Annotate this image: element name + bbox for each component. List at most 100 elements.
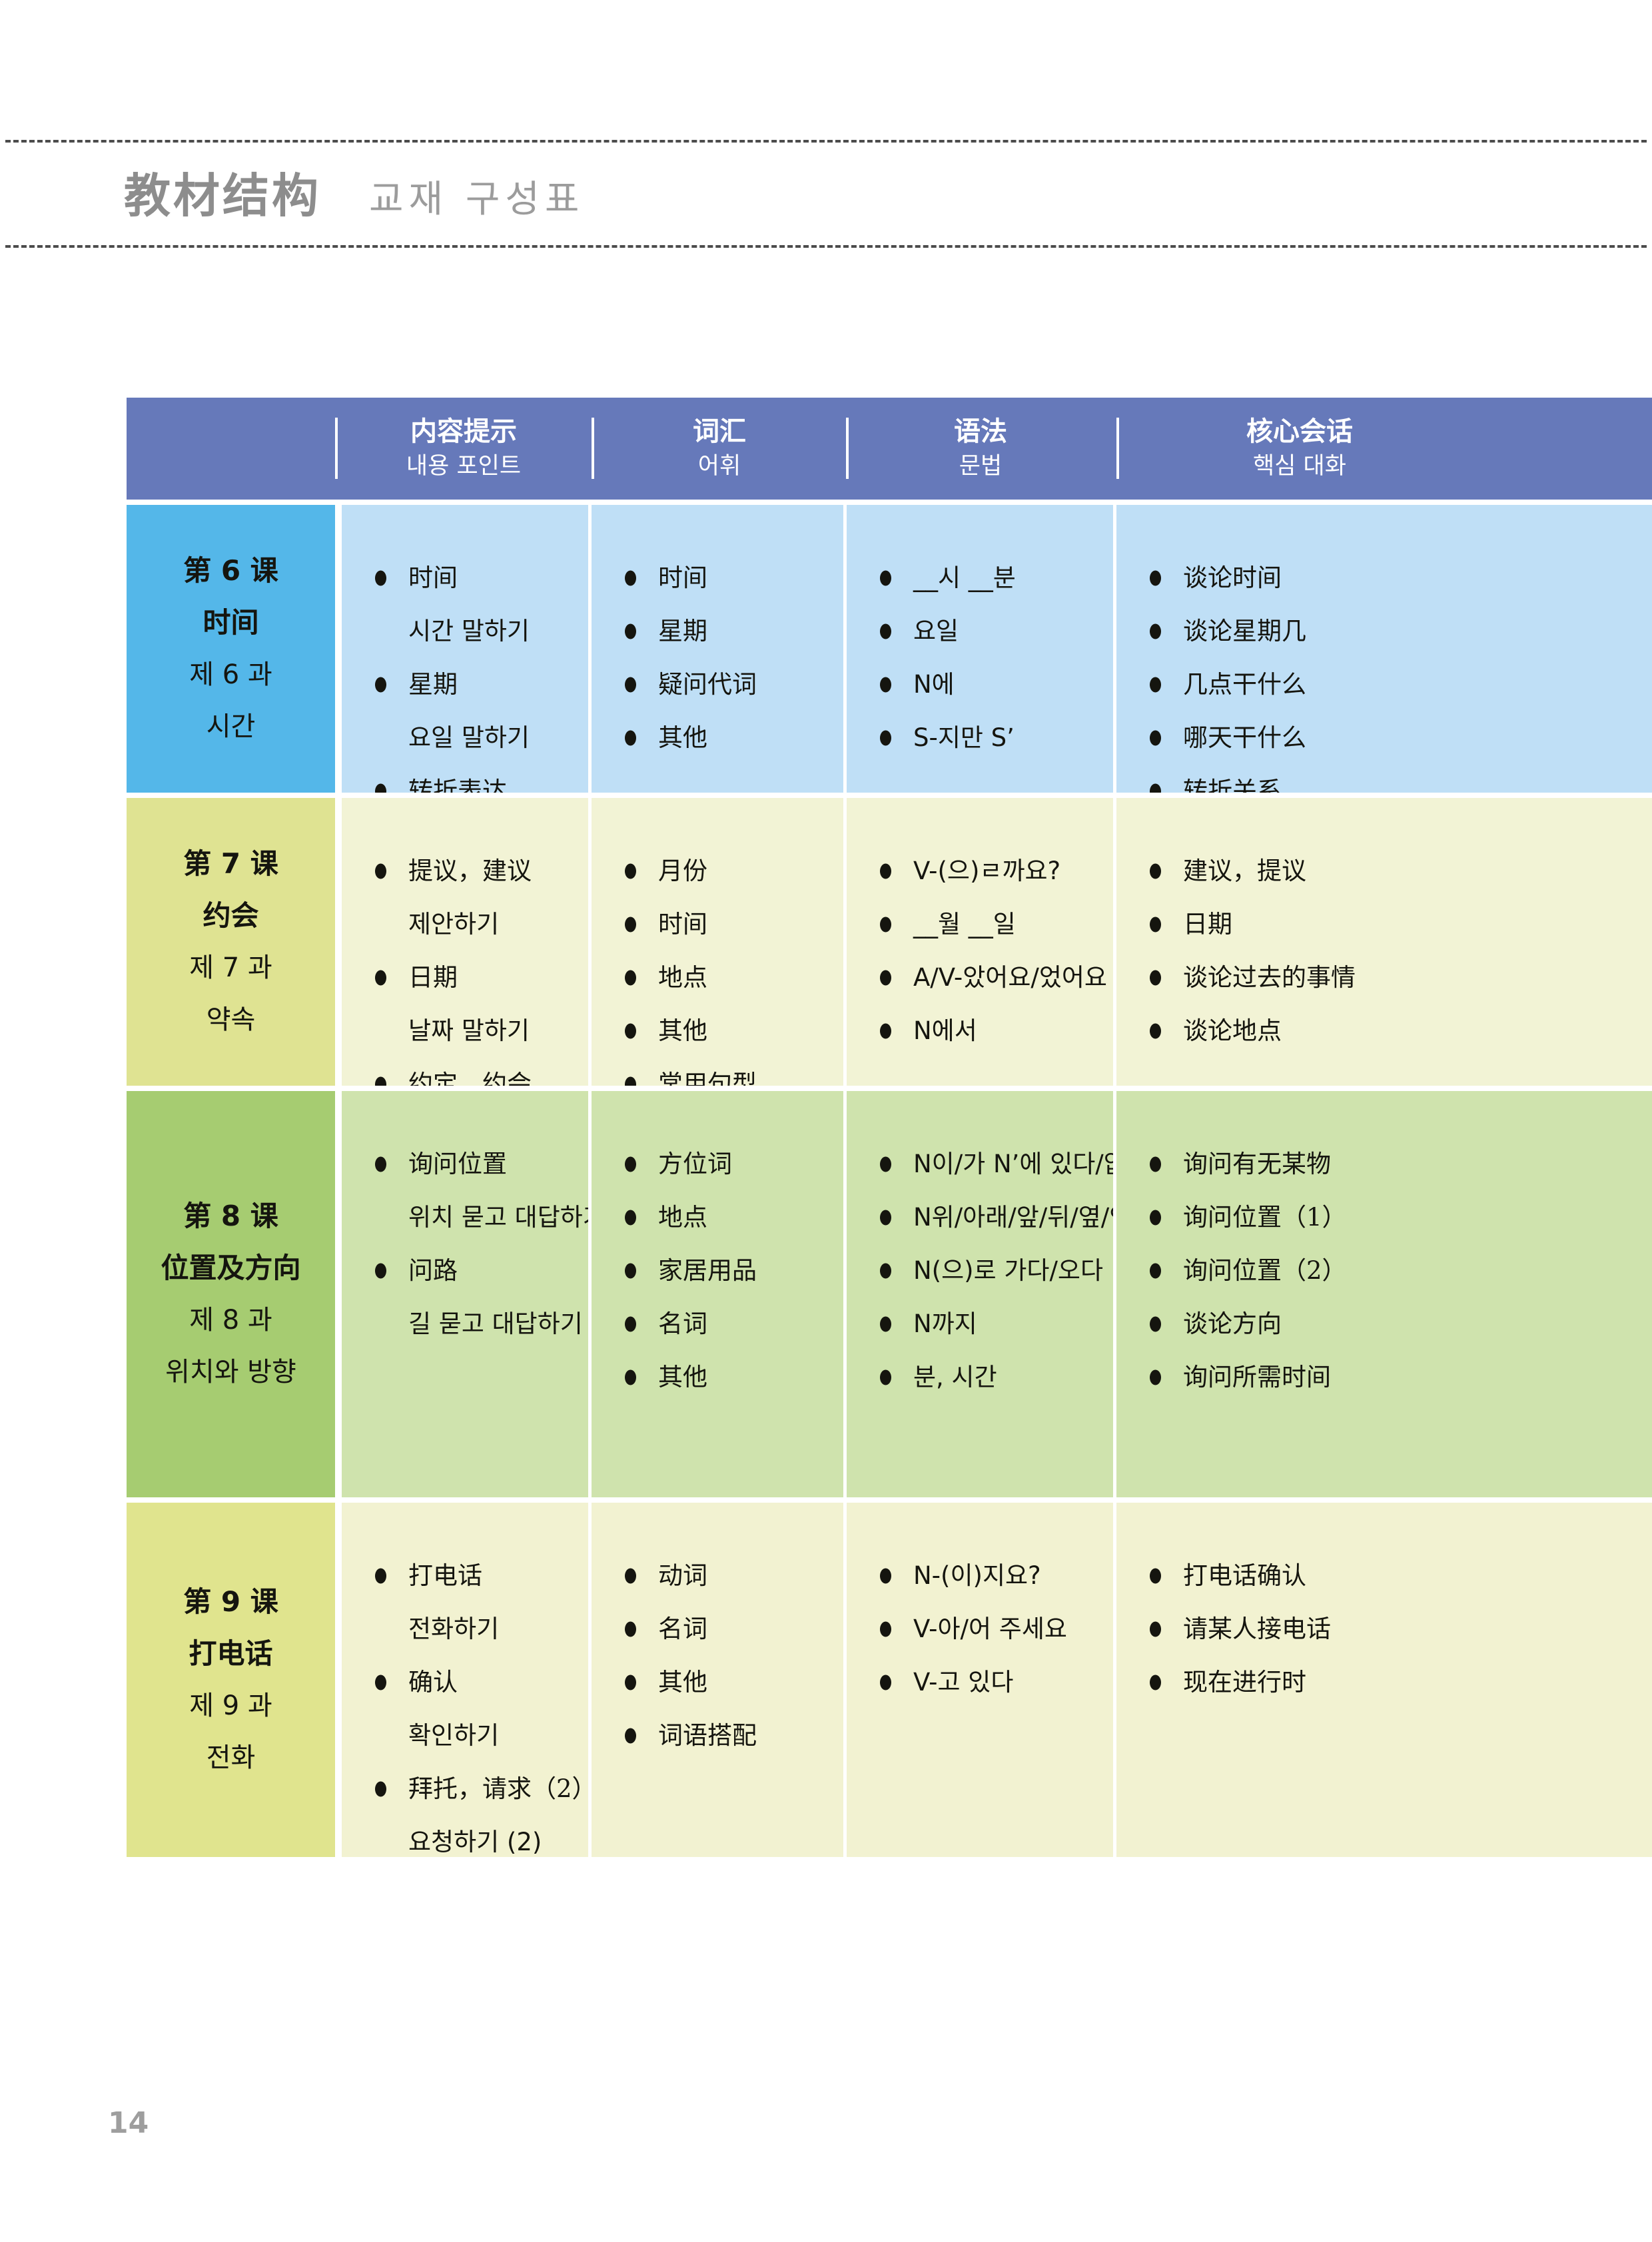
bullet-item: 询问位置 xyxy=(342,1138,588,1191)
bullet-item-subtext: 길 묻고 대답하기 xyxy=(408,1309,583,1338)
bullet-item: __월 __일 xyxy=(847,898,1113,951)
bullet-icon xyxy=(880,1023,891,1039)
lesson-header-cell: 第 7 课约会 제 7 과 약속 xyxy=(127,798,335,1086)
bullet-icon xyxy=(625,1076,636,1086)
bullet-icon xyxy=(880,677,891,693)
bullet-item-text: V-(으)ㄹ까요? xyxy=(913,857,1061,885)
bullet-item-text: __시 __분 xyxy=(913,563,1016,592)
bullet-item: 疑问代词 xyxy=(592,658,843,711)
bullet-icon xyxy=(1150,1156,1161,1172)
bullet-item-text: 谈论地点 xyxy=(1183,1016,1282,1045)
bullet-item-text: A/V-았어요/었어요 xyxy=(913,963,1107,992)
bullet-item: 建议，提议 xyxy=(1116,845,1652,898)
column-header-kr: 문법 xyxy=(959,453,1003,480)
bullet-item-subtext: 날짜 말하기 xyxy=(408,1016,530,1045)
lesson-header-line: 时间 xyxy=(203,606,259,639)
bullet-item: 现在进行时 xyxy=(1116,1656,1652,1709)
core-dialog-cell: 建议，提议 日期 谈论过去的事情谈论地点 xyxy=(1116,798,1652,1086)
bullet-item: 家居用品 xyxy=(592,1244,843,1298)
bullet-item: 词语搭配 xyxy=(592,1709,843,1762)
vocabulary-cell: 动词 名词 其他 词语搭配 xyxy=(592,1503,843,1857)
lesson-header-cell: 第 9 课打电话 제 9 과 전화 xyxy=(127,1503,335,1857)
bullet-item-text: 几点干什么 xyxy=(1183,670,1306,699)
bullet-item: N(으)로 가다/오다 xyxy=(847,1244,1113,1298)
bullet-icon xyxy=(625,623,636,639)
bullet-item-subtext: 전화하기 xyxy=(408,1615,500,1643)
bullet-item: 时间 xyxy=(592,898,843,951)
bullet-icon xyxy=(375,1263,386,1279)
bullet-icon xyxy=(1150,1316,1161,1332)
bullet-icon xyxy=(1150,783,1161,793)
bullet-icon xyxy=(1150,677,1161,693)
lesson-row-9: 第 9 课打电话 제 9 과 전화 打电话 전화하기 确认 확인하기 拜托，请求（2） 요청하기… xyxy=(127,1503,1652,1857)
bullet-item: 问路 xyxy=(342,1244,588,1298)
lesson-header-line: 第 8 课 xyxy=(183,1200,278,1232)
bullet-item: 地点 xyxy=(592,1191,843,1244)
bullet-icon xyxy=(375,677,386,693)
bullet-item-text: 询问位置（1） xyxy=(1183,1203,1347,1232)
bullet-item-text: 转折关系 xyxy=(1183,777,1282,793)
bullet-icon xyxy=(375,783,386,793)
page-number: 14 xyxy=(108,2106,149,2140)
bullet-item-text: 询问有无某物 xyxy=(1183,1150,1331,1178)
bullet-item: 谈论方向 xyxy=(1116,1298,1652,1351)
bullet-item-text: 时间 xyxy=(408,563,458,592)
bullet-icon xyxy=(880,730,891,746)
bullet-icon xyxy=(625,1316,636,1332)
bullet-icon xyxy=(1150,570,1161,586)
bullet-item: 转折关系 xyxy=(1116,765,1652,793)
bullet-item-text: N(으)로 가다/오다 xyxy=(913,1256,1104,1285)
bullet-item: 谈论过去的事情 xyxy=(1116,951,1652,1004)
header-divider xyxy=(335,418,338,479)
lesson-header-line: 제 6 과 xyxy=(189,659,272,690)
column-header-vocabulary: 词汇 어휘 xyxy=(693,414,746,483)
lesson-header-cell: 第 6 课时间 제 6 과 시간 xyxy=(127,505,335,793)
bullet-icon xyxy=(880,1316,891,1332)
column-header-kr: 핵심 대화 xyxy=(1253,453,1346,480)
bullet-item: 询问位置（2） xyxy=(1116,1244,1652,1298)
bullet-item: 地点 xyxy=(592,951,843,1004)
bullet-item-text: N에서 xyxy=(913,1016,977,1045)
bullet-item: 约定，约会 xyxy=(342,1058,588,1086)
bullet-item: N이/가 N’에 있다/없다 xyxy=(847,1138,1113,1191)
bullet-item: 분, 시간 xyxy=(847,1351,1113,1404)
bullet-item: N위/아래/앞/뒤/옆/안에 xyxy=(847,1191,1113,1244)
column-header-content-points: 内容提示 내용 포인트 xyxy=(406,414,521,483)
bullet-icon xyxy=(625,863,636,879)
bullet-item-text: 疑问代词 xyxy=(658,670,757,699)
bullet-item: 询问位置（1） xyxy=(1116,1191,1652,1244)
bullet-item: 月份 xyxy=(592,845,843,898)
bullet-item: 其他 xyxy=(592,1656,843,1709)
grammar-cell: N이/가 N’에 있다/없다 N위/아래/앞/뒤/옆/안에 N(으)로 가다/오다 N… xyxy=(847,1091,1113,1497)
bullet-item-text: 地点 xyxy=(658,963,707,992)
bullet-icon xyxy=(1150,1210,1161,1226)
bullet-item-text: 打电话 xyxy=(408,1561,482,1590)
bullet-item-text: __월 __일 xyxy=(913,910,1016,938)
bullet-item: 日期 xyxy=(342,951,588,1004)
bullet-icon xyxy=(375,1675,386,1690)
bullet-item-text: 拜托，请求（2） xyxy=(408,1774,588,1803)
bullet-item: 日期 xyxy=(1116,898,1652,951)
bullet-icon xyxy=(1150,863,1161,879)
bullet-icon xyxy=(880,970,891,986)
bullet-item: V-(으)ㄹ까요? xyxy=(847,845,1113,898)
bullet-icon xyxy=(625,1728,636,1744)
bullet-icon xyxy=(1150,730,1161,746)
bullet-item-text: N이/가 N’에 있다/없다 xyxy=(913,1150,1113,1178)
bullet-item: V-고 있다 xyxy=(847,1656,1113,1709)
bullet-item-text: 요일 xyxy=(913,617,959,645)
bullet-item-text: 约定，约会 xyxy=(408,1070,532,1086)
bullet-item: 星期 xyxy=(592,605,843,658)
core-dialog-cell: 谈论时间 谈论星期几 几点干什么 哪天干什么 转折关系 xyxy=(1116,505,1652,793)
table-header-row: 内容提示 내용 포인트 词汇 어휘 语法 문법 核心会话 핵심 대화 xyxy=(127,398,1652,500)
bullet-item-text: 분, 시간 xyxy=(913,1363,997,1391)
bullet-icon xyxy=(1150,1568,1161,1584)
bullet-item-subtext: 시간 말하기 xyxy=(408,617,530,645)
bullet-item-text: 月份 xyxy=(658,857,707,885)
bullet-item: A/V-았어요/었어요 xyxy=(847,951,1113,1004)
bullet-item-text: N까지 xyxy=(913,1309,977,1338)
